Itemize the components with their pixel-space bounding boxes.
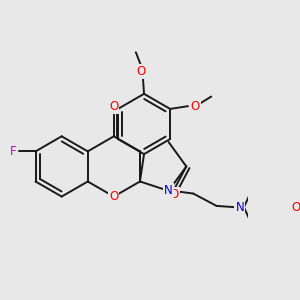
Text: O: O [137,65,146,78]
Text: O: O [109,190,119,203]
Text: O: O [109,100,119,113]
Text: N: N [236,201,244,214]
Text: O: O [191,100,200,113]
Text: O: O [292,201,300,214]
Text: F: F [10,145,16,158]
Text: O: O [169,188,178,201]
Text: N: N [164,184,173,197]
